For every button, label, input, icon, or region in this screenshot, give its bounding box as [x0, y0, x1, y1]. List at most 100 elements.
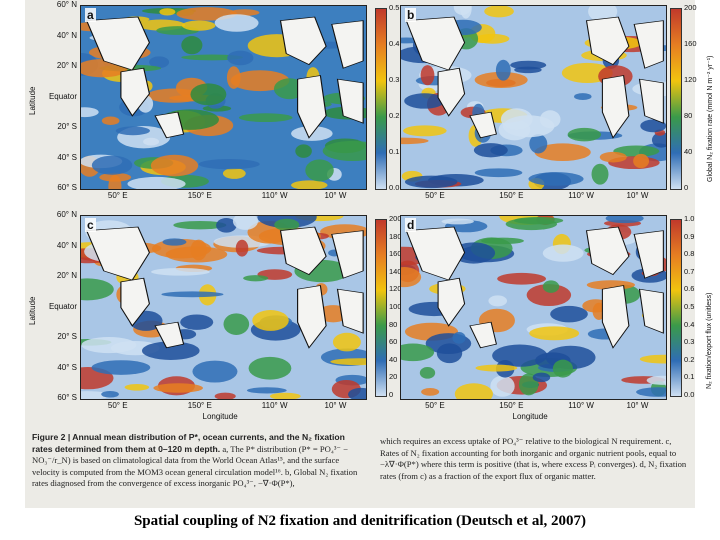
colorbar-tick: 0.5: [684, 302, 695, 311]
continent-shape: [336, 78, 364, 124]
panel-label-b: b: [405, 8, 417, 22]
longitude-tick: 150° E: [499, 401, 524, 410]
longitude-tick: 110° W: [261, 191, 288, 200]
continent-shape: [437, 67, 466, 117]
colorbar-tick: 0: [389, 390, 394, 399]
x-axis-title: Longitude: [202, 412, 238, 421]
continent-shape: [85, 16, 151, 71]
colorbar-tick: 80: [389, 319, 398, 329]
panel-label-c: c: [85, 218, 96, 232]
continent-shape: [601, 285, 630, 349]
longitude-tick: 150° E: [187, 401, 212, 410]
colorbar-tick: 0.8: [684, 249, 695, 259]
colorbar-tick: 140: [389, 266, 402, 276]
longitude-tick: 10° W: [626, 401, 649, 410]
map-d: d: [400, 215, 667, 400]
colorbar-tick: 0.4: [684, 319, 695, 329]
colorbar-tick: 200: [389, 214, 402, 223]
continent-shape: [120, 277, 150, 327]
longitude-tick: 10° W: [324, 191, 347, 200]
figure-label: Figure 2 | Annual mean distribution of P…: [32, 432, 345, 454]
continent-shape: [154, 111, 185, 139]
continent-shape: [585, 16, 630, 66]
continent-shape: [469, 111, 497, 139]
longitude-tick: 110° W: [568, 191, 594, 200]
longitude-tick: 50° E: [107, 191, 128, 200]
continent-shape: [633, 230, 664, 279]
latitude-tick: Equator: [48, 301, 77, 311]
colorbar-a: [375, 8, 387, 190]
continent-shape: [601, 75, 630, 139]
continent-shape: [469, 321, 497, 349]
colorbar-tick: 40: [684, 147, 693, 156]
map-field-d: [401, 216, 666, 399]
latitude-tick: 40° S: [57, 362, 77, 372]
colorbar-tick: 0.5: [389, 3, 400, 12]
colorbar-tick: 160: [389, 249, 402, 259]
y-axis-title: Latitude: [28, 86, 37, 115]
latitude-tick: 20° N: [56, 61, 77, 70]
continent-shape: [85, 226, 151, 281]
map-field-c: [81, 216, 366, 399]
colorbar-tick: 60: [389, 337, 398, 347]
caption-right: which requires an excess uptake of PO₄³⁻…: [380, 436, 692, 482]
colorbar-tick: 0.6: [684, 284, 695, 294]
colorbar-tick: 180: [389, 231, 402, 241]
continent-shape: [633, 20, 664, 69]
latitude-tick: 20° N: [56, 271, 77, 280]
colorbar-tick: 40: [389, 354, 398, 364]
colorbar-tick: 100: [389, 302, 402, 311]
slide-title: Spatial coupling of N2 fixation and deni…: [133, 513, 587, 529]
latitude-tick: 60° S: [57, 183, 77, 192]
continent-shape: [638, 288, 664, 334]
panel-b: b 200 160 120 80 40 0 Global N₂ fixation rate (…: [370, 0, 714, 200]
longitude-tick: 50° E: [107, 401, 128, 410]
continent-shape: [279, 226, 327, 276]
longitude-tick: 10° W: [626, 191, 649, 200]
continent-shape: [437, 277, 466, 327]
longitude-tick: 50° E: [425, 401, 445, 410]
latitude-tick: 20° S: [57, 122, 77, 131]
colorbar-tick: 0.3: [389, 75, 400, 84]
latitude-tick: Equator: [48, 91, 77, 101]
colorbar-tick: 0.7: [684, 266, 695, 276]
colorbar-title: N₂ fixation/export flux (unitless): [706, 292, 713, 389]
colorbar-tick: 0.0: [684, 390, 695, 399]
colorbar-tick: 0.1: [684, 372, 695, 382]
colorbar-tick: 0.2: [389, 111, 400, 120]
colorbar-tick: 200: [684, 3, 697, 12]
panel-c: c200180160140120100806040200N₂ fixation …: [28, 205, 419, 430]
longitude-tick: 150° E: [187, 191, 212, 200]
continent-shape: [405, 16, 466, 71]
caption-left: Figure 2 | Annual mean distribution of P…: [32, 432, 362, 490]
colorbar-tick: 0.0: [389, 183, 400, 192]
colorbar-tick: 80: [684, 111, 693, 120]
caption-left-text: a, The P* distribution (P* = PO₄³⁻ − NO₃…: [32, 443, 358, 489]
latitude-tick: 60° N: [56, 0, 77, 9]
colorbar-tick: 0.9: [684, 231, 695, 241]
continent-shape: [336, 288, 364, 334]
continent-shape: [120, 67, 150, 117]
colorbar-tick: 0.3: [684, 337, 695, 347]
latitude-tick: 60° S: [57, 393, 77, 402]
latitude-tick: 40° N: [56, 30, 77, 40]
colorbar-tick: 160: [684, 39, 697, 48]
latitude-tick: 40° N: [56, 240, 77, 250]
map-field-b: [401, 6, 666, 189]
x-axis-title: Longitude: [512, 412, 548, 421]
continent-shape: [297, 75, 327, 139]
continent-shape: [585, 226, 630, 276]
panel-a: a0.50.40.30.20.10.0P* (µmol kg⁻¹)60° N40…: [28, 0, 419, 200]
longitude-tick: 110° W: [261, 401, 288, 410]
colorbar-tick: 0.1: [389, 147, 400, 156]
continent-shape: [638, 78, 664, 124]
continent-shape: [331, 230, 364, 279]
colorbar-tick: 1.0: [684, 214, 695, 223]
colorbar-c: [375, 219, 387, 397]
y-axis-title: Latitude: [28, 296, 37, 325]
map-a: a: [80, 5, 367, 190]
panel-d: d 1.0 0.9 0.8 0.7 0.6 0.5 0.4 0.3 0.2 0.1 0.0 N₂ fix…: [370, 205, 713, 430]
colorbar-b: [670, 8, 682, 190]
latitude-tick: 20° S: [57, 332, 77, 341]
